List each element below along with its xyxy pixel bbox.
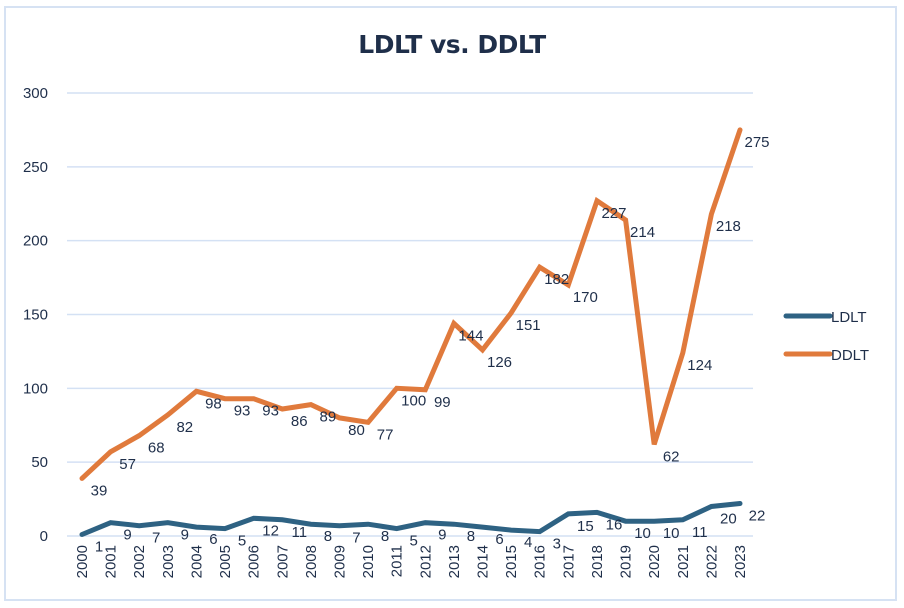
data-label-ddlt: 144 <box>458 327 483 344</box>
y-tick-label: 0 <box>40 528 48 545</box>
data-label-ddlt: 170 <box>573 289 598 306</box>
data-label-ldlt: 15 <box>577 518 594 535</box>
legend-label-ddlt: DDLT <box>831 347 869 364</box>
x-tick-label: 2017 <box>560 545 577 578</box>
y-tick-label: 300 <box>23 85 48 102</box>
data-label-ddlt: 151 <box>516 317 541 334</box>
y-tick-label: 100 <box>23 380 48 397</box>
data-label-ddlt: 124 <box>687 357 712 374</box>
x-tick-label: 2011 <box>389 545 406 577</box>
x-axis-ticks: 2000 2001 2002 2003 2004 2005 2006 2007 2008 2009… <box>74 545 749 578</box>
x-tick-label: 2012 <box>417 545 434 578</box>
data-label-ddlt: 126 <box>487 354 512 371</box>
data-label-ddlt: 80 <box>348 422 365 439</box>
data-label-ddlt: 218 <box>716 218 741 235</box>
data-label-ldlt: 7 <box>152 530 160 547</box>
gridlines <box>67 92 753 537</box>
x-tick-label: 2006 <box>246 545 263 578</box>
data-label-ldlt: 8 <box>467 528 475 545</box>
data-label-ldlt: 3 <box>553 536 561 553</box>
data-label-ddlt: 98 <box>205 395 222 412</box>
data-label-ddlt: 62 <box>663 448 680 465</box>
data-label-ldlt: 20 <box>720 510 737 527</box>
data-label-ddlt: 93 <box>234 403 251 420</box>
x-tick-label: 2020 <box>646 545 663 578</box>
data-label-ddlt: 68 <box>148 440 165 457</box>
y-tick-label: 50 <box>31 454 48 471</box>
data-label-ddlt: 227 <box>601 205 626 222</box>
x-tick-label: 2014 <box>475 545 492 578</box>
data-label-ddlt: 77 <box>377 426 394 443</box>
data-label-ddlt: 39 <box>91 482 108 499</box>
x-tick-label: 2023 <box>732 545 749 578</box>
data-label-ldlt: 12 <box>262 522 279 539</box>
x-tick-label: 2009 <box>331 545 348 578</box>
series-line-ldlt <box>79 501 743 537</box>
data-label-ldlt: 8 <box>324 528 332 545</box>
x-tick-label: 2021 <box>675 545 692 578</box>
x-tick-label: 2015 <box>503 545 520 578</box>
data-label-ddlt: 93 <box>262 403 279 420</box>
data-label-ddlt: 182 <box>544 271 569 288</box>
legend: LDLT DDLT <box>783 309 869 364</box>
data-label-ddlt: 82 <box>176 419 193 436</box>
data-label-ldlt: 1 <box>95 539 103 556</box>
chart-title: LDLT vs. DDLT <box>358 30 546 59</box>
x-tick-label: 2000 <box>74 545 91 578</box>
chart-frame <box>4 6 897 601</box>
data-label-ldlt: 4 <box>524 534 532 551</box>
x-tick-label: 2022 <box>703 545 720 578</box>
x-tick-label: 2010 <box>360 545 377 578</box>
series-lines <box>79 127 743 537</box>
data-label-ddlt: 86 <box>291 413 308 430</box>
data-label-ldlt: 6 <box>209 531 217 548</box>
x-tick-label: 2018 <box>589 545 606 578</box>
data-label-ldlt: 9 <box>123 527 131 544</box>
data-label-ldlt: 22 <box>749 508 766 525</box>
x-tick-label: 2007 <box>274 545 291 578</box>
x-tick-label: 2004 <box>188 545 205 578</box>
data-label-ldlt: 10 <box>663 525 680 542</box>
data-label-ldlt: 11 <box>692 524 708 541</box>
x-tick-label: 2008 <box>303 545 320 578</box>
x-tick-label: 2003 <box>160 545 177 578</box>
x-tick-label: 2013 <box>446 545 463 578</box>
legend-label-ldlt: LDLT <box>831 309 867 326</box>
data-label-ddlt: 100 <box>401 392 426 409</box>
data-label-ddlt: 99 <box>434 394 451 411</box>
x-tick-label: 2019 <box>618 545 635 578</box>
data-label-ddlt: 89 <box>320 409 337 426</box>
data-label-ldlt: 6 <box>495 531 503 548</box>
data-label-ddlt: 57 <box>119 456 136 473</box>
data-label-ldlt: 9 <box>181 527 189 544</box>
series-line-ddlt <box>79 127 743 481</box>
data-label-ldlt: 11 <box>291 524 307 541</box>
y-axis-ticks: 0 50 100 150 200 250 300 <box>23 85 48 545</box>
data-label-ldlt: 7 <box>352 530 360 547</box>
data-label-ldlt: 16 <box>606 516 623 533</box>
y-tick-label: 150 <box>23 307 48 324</box>
y-tick-label: 250 <box>23 159 48 176</box>
data-label-ldlt: 8 <box>381 528 389 545</box>
data-label-ldlt: 5 <box>238 533 246 550</box>
data-label-ldlt: 9 <box>438 527 446 544</box>
x-tick-label: 2002 <box>131 545 148 578</box>
x-tick-label: 2016 <box>532 545 549 578</box>
data-label-ddlt: 214 <box>630 224 655 241</box>
data-label-ldlt: 10 <box>634 525 651 542</box>
x-tick-label: 2005 <box>217 545 234 578</box>
x-tick-label: 2001 <box>103 545 120 578</box>
y-tick-label: 200 <box>23 233 48 250</box>
data-label-ldlt: 5 <box>410 533 418 550</box>
data-label-ddlt: 275 <box>744 134 769 151</box>
